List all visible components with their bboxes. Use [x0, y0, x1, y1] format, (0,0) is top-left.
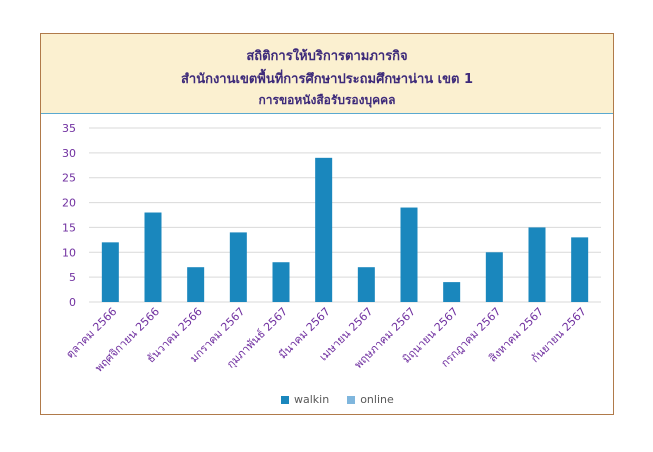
legend-label-online: online — [360, 393, 394, 406]
y-tick-label: 20 — [62, 197, 76, 210]
bar-walkin — [315, 157, 333, 302]
bar-walkin — [187, 267, 205, 302]
y-tick-label: 25 — [62, 172, 76, 185]
chart-frame: สถิติการให้บริการตามภารกิจ สำนักงานเขตพื… — [40, 33, 614, 415]
y-tick-label: 10 — [62, 246, 76, 259]
bar-walkin — [144, 212, 162, 302]
bar-walkin — [357, 267, 375, 302]
bar-walkin — [443, 282, 461, 302]
chart-title-line1: สถิติการให้บริการตามภารกิจ — [246, 49, 408, 64]
bar-walkin — [101, 242, 119, 302]
y-tick-label: 35 — [62, 122, 76, 135]
y-tick-label: 0 — [69, 296, 76, 309]
bar-walkin — [229, 232, 247, 302]
legend-swatch-online — [347, 395, 356, 404]
chart-header: สถิติการให้บริการตามภารกิจ สำนักงานเขตพื… — [41, 34, 613, 114]
chart-title-line2: สำนักงานเขตพื้นที่การศึกษาประถมศึกษาน่าน… — [180, 72, 474, 87]
legend-label-walkin: walkin — [294, 393, 330, 406]
bar-walkin — [400, 207, 418, 302]
bar-walkin — [571, 237, 589, 302]
legend-item-walkin: walkin — [281, 393, 329, 406]
bar-walkin — [272, 262, 290, 302]
legend-swatch-walkin — [281, 395, 289, 404]
y-tick-label: 5 — [69, 271, 76, 284]
y-tick-label: 15 — [62, 221, 76, 234]
legend-item-online: online — [347, 393, 394, 406]
chart-title-line3: การขอหนังสือรับรองบุคคล — [258, 93, 396, 107]
bar-walkin — [485, 252, 503, 302]
y-tick-label: 30 — [62, 147, 76, 160]
chart-legend: walkin online — [281, 393, 394, 406]
bar-walkin — [528, 227, 546, 302]
